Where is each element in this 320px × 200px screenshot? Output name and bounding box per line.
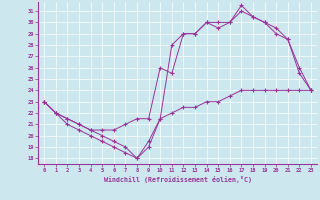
X-axis label: Windchill (Refroidissement éolien,°C): Windchill (Refroidissement éolien,°C) <box>104 176 252 183</box>
